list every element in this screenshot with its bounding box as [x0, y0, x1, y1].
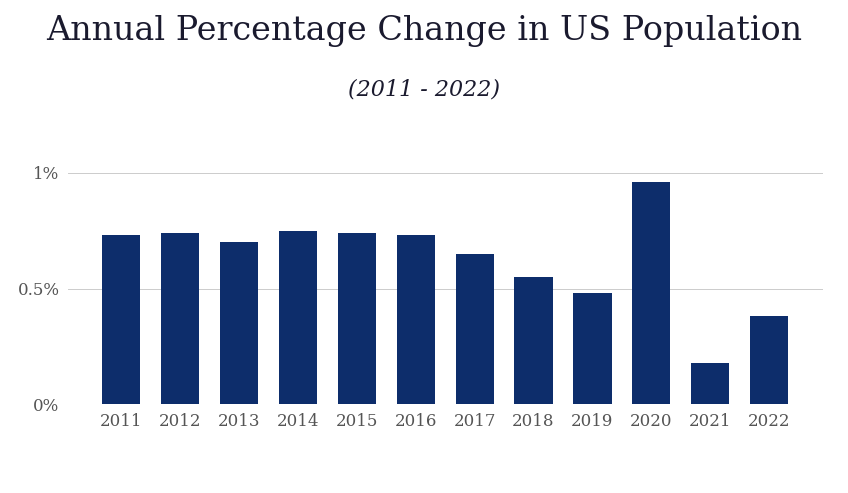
Bar [750, 317, 789, 404]
Bar [633, 182, 671, 404]
Bar [102, 235, 141, 404]
Bar [161, 233, 199, 404]
Text: Annual Percentage Change in US Population: Annual Percentage Change in US Populatio… [46, 15, 802, 47]
Bar [455, 254, 494, 404]
Bar [397, 235, 435, 404]
Bar [338, 233, 376, 404]
Bar [279, 231, 317, 404]
Bar [515, 277, 553, 404]
Text: (2011 - 2022): (2011 - 2022) [348, 79, 500, 101]
Bar [691, 362, 729, 404]
Bar [573, 293, 611, 404]
Bar [220, 242, 258, 404]
